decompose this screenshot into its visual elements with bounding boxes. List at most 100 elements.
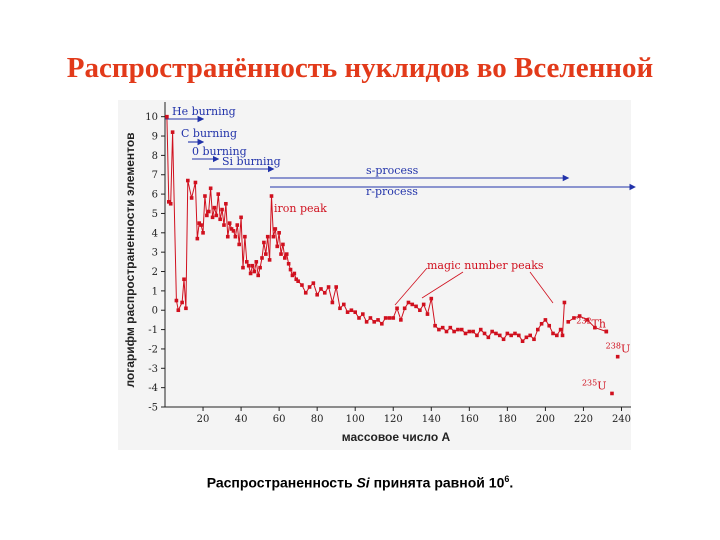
data-point	[170, 130, 175, 134]
data-point	[494, 331, 498, 336]
slide-title: Распространённость нуклидов во Вселенной	[66, 52, 654, 84]
y-tick-label: -1	[148, 325, 158, 336]
data-point	[562, 300, 567, 305]
x-tick-label: 220	[574, 414, 593, 425]
data-point	[273, 227, 278, 231]
data-point	[486, 335, 491, 340]
data-point	[206, 209, 211, 214]
data-point	[482, 331, 487, 336]
caption-suffix: .	[509, 474, 514, 491]
data-point	[262, 240, 266, 245]
x-tick-label: 160	[460, 414, 479, 425]
y-tick-label: 10	[145, 112, 158, 123]
annotations: iron peak magic number peaks	[274, 202, 554, 306]
abundance-series	[165, 114, 609, 343]
data-point	[176, 308, 181, 313]
data-point	[229, 227, 234, 231]
data-point	[279, 252, 283, 256]
data-point	[334, 285, 338, 289]
data-point	[265, 234, 270, 239]
x-tick-label: 80	[311, 414, 324, 425]
data-point	[383, 316, 388, 320]
data-point	[490, 329, 494, 334]
data-point	[233, 234, 238, 239]
data-point	[319, 287, 323, 291]
data-point	[267, 258, 272, 262]
data-point	[593, 325, 597, 330]
isotope-label: 232Th	[576, 317, 606, 331]
data-point	[361, 312, 365, 316]
caption-middle: принята равной 10	[369, 474, 505, 491]
data-point	[364, 320, 369, 324]
x-tick-label: 120	[384, 414, 403, 425]
data-point	[269, 194, 274, 198]
data-point	[296, 279, 300, 283]
data-point	[231, 229, 236, 233]
y-tick-label: 4	[152, 228, 158, 239]
data-point	[218, 217, 222, 222]
data-point	[341, 302, 346, 307]
data-point	[402, 306, 407, 311]
data-point	[558, 327, 563, 332]
caption: Распространенность Si принята равной 106…	[0, 474, 720, 491]
data-point	[513, 331, 517, 336]
data-point	[349, 308, 354, 313]
data-point	[532, 337, 536, 342]
data-point	[444, 329, 449, 334]
data-point	[224, 201, 228, 206]
data-point	[410, 302, 415, 307]
data-point	[326, 285, 331, 289]
data-point	[290, 273, 295, 278]
data-point	[248, 271, 253, 276]
data-point	[184, 306, 188, 311]
data-point	[315, 292, 319, 297]
data-point	[180, 300, 184, 305]
data-point	[197, 221, 202, 225]
y-tick-label: 7	[152, 170, 158, 181]
data-point	[572, 316, 576, 320]
y-tick-label: -4	[148, 383, 158, 394]
data-point	[264, 252, 268, 256]
data-point	[182, 277, 186, 282]
data-point	[168, 201, 173, 206]
iron-peak-label: iron peak	[274, 202, 327, 215]
data-point	[353, 310, 358, 314]
data-point	[256, 273, 260, 278]
data-point	[174, 298, 179, 303]
isotope-label: 235U	[582, 378, 607, 392]
data-point	[505, 331, 510, 336]
x-tick-label: 240	[612, 414, 631, 425]
y-axis-label: логарифм распространенности элементов	[123, 132, 137, 387]
data-point	[235, 223, 240, 227]
data-point	[452, 329, 456, 334]
caption-exponent: 6	[504, 474, 510, 484]
x-tick-label: 40	[235, 414, 248, 425]
data-point	[288, 267, 293, 272]
x-tick-label: 100	[346, 414, 365, 425]
data-point	[345, 310, 350, 314]
data-point	[448, 325, 453, 330]
data-point	[560, 333, 565, 338]
data-point	[208, 186, 213, 191]
data-point	[195, 236, 200, 241]
process-label: s-process	[366, 164, 419, 177]
data-point	[186, 178, 190, 183]
x-ticks: 20 40 60 80 100 120 140 160 180 200 220 240	[197, 407, 631, 425]
data-point	[459, 327, 464, 332]
data-point	[252, 269, 257, 274]
data-point	[421, 302, 426, 307]
data-point	[203, 194, 207, 198]
data-point	[555, 333, 559, 338]
data-point	[212, 205, 217, 210]
magic-pointer-left	[394, 267, 428, 306]
data-point	[167, 200, 171, 204]
y-tick-label: 9	[152, 132, 158, 143]
data-point	[536, 327, 540, 332]
data-point	[516, 333, 521, 338]
data-point	[303, 291, 308, 295]
data-point	[311, 281, 316, 285]
